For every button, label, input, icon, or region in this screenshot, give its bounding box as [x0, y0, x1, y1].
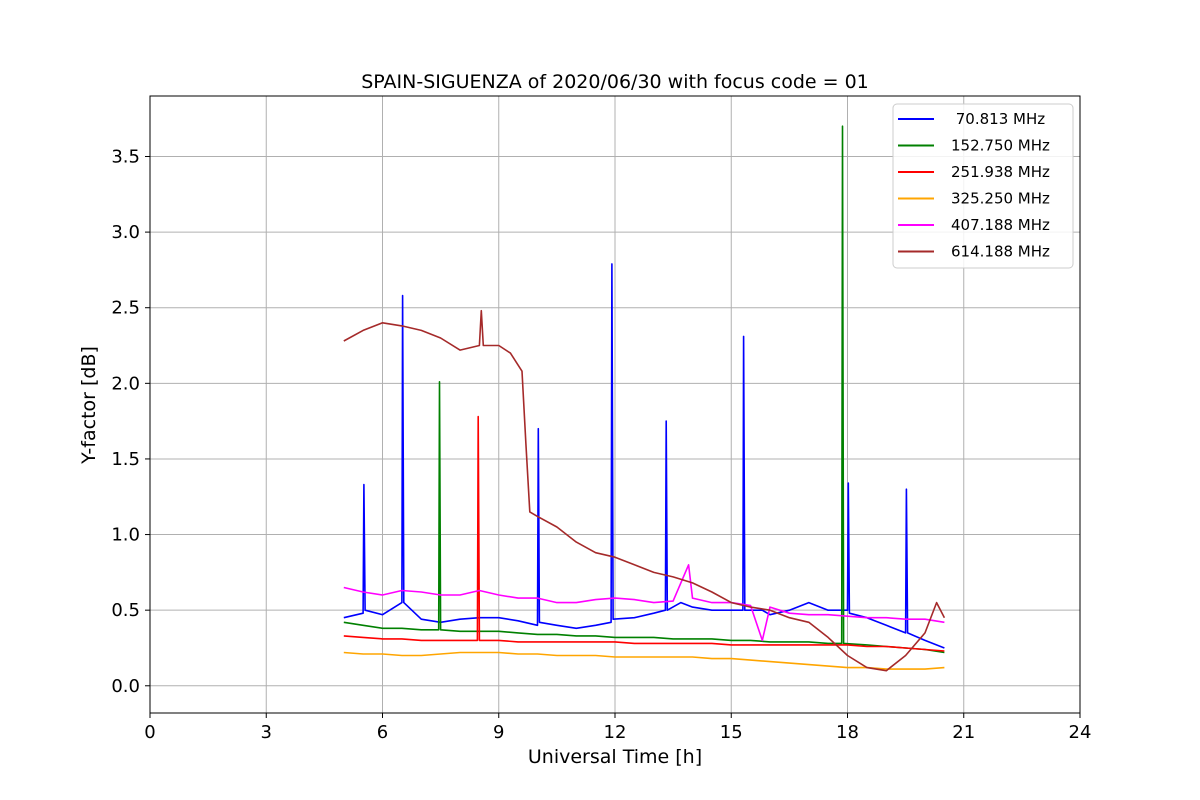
y-tick-label: 0.0	[111, 676, 140, 697]
y-tick-label: 3.0	[111, 222, 140, 243]
legend-label-0: 70.813 MHz	[951, 110, 1045, 128]
chart-title: SPAIN-SIGUENZA of 2020/06/30 with focus …	[361, 71, 869, 93]
y-tick-label: 1.5	[111, 449, 140, 470]
y-ticks: 0.0 0.5 1.0 1.5 2.0 2.5 3.0 3.5	[111, 146, 150, 697]
series-line-3	[343, 651, 945, 670]
series-line-4	[343, 563, 945, 642]
x-tick-label: 18	[836, 722, 859, 743]
series-line-5	[343, 309, 946, 672]
legend-label-5: 614.188 MHz	[951, 243, 1050, 261]
legend: 70.813 MHz 152.750 MHz 251.938 MHz 325.250 …	[892, 103, 1074, 269]
y-tick-label: 1.0	[111, 525, 140, 546]
legend-label-1: 152.750 MHz	[951, 137, 1050, 155]
y-tick-label: 3.5	[111, 146, 140, 167]
y-tick-label: 2.0	[111, 373, 140, 394]
x-tick-label: 21	[952, 722, 975, 743]
x-tick-label: 15	[720, 722, 743, 743]
series-line-1	[343, 125, 945, 654]
x-tick-label: 0	[144, 722, 155, 743]
x-tick-label: 12	[604, 722, 627, 743]
x-tick-label: 3	[261, 722, 272, 743]
x-tick-label: 9	[493, 722, 504, 743]
legend-label-4: 407.188 MHz	[951, 216, 1050, 234]
y-tick-label: 2.5	[111, 298, 140, 319]
y-tick-label: 0.5	[111, 600, 140, 621]
x-tick-label: 6	[377, 722, 388, 743]
x-tick-label: 24	[1069, 722, 1092, 743]
y-axis-label: Y-factor [dB]	[78, 346, 100, 465]
legend-box	[892, 103, 1074, 269]
legend-label-2: 251.938 MHz	[951, 163, 1050, 181]
series-line-2	[343, 415, 945, 652]
legend-label-3: 325.250 MHz	[951, 190, 1050, 208]
series-layer	[343, 125, 946, 672]
x-ticks: 0 3 6 9 12 15 18 21 24	[144, 713, 1091, 743]
x-axis-label: Universal Time [h]	[528, 746, 702, 768]
series-line-0	[343, 263, 945, 649]
